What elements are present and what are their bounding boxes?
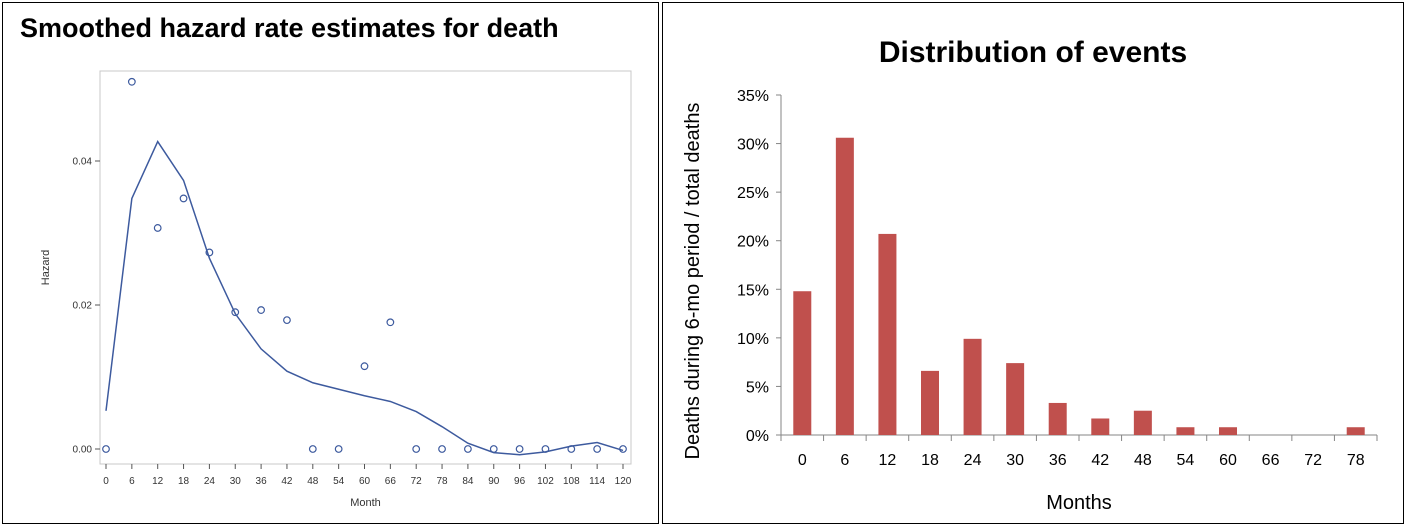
- x-tick-label: 54: [333, 476, 345, 487]
- bar: [963, 338, 982, 435]
- y-tick-label: 25%: [737, 185, 769, 202]
- x-tick-label: 84: [462, 476, 474, 487]
- y-tick-label: 15%: [737, 282, 769, 299]
- x-tick-label: 0: [103, 476, 109, 487]
- hazard-point: [541, 445, 550, 453]
- hazard-point: [231, 308, 240, 317]
- y-tick-label: 0.02: [73, 301, 93, 312]
- hazard-point: [334, 445, 343, 453]
- x-tick-label: 54: [1177, 452, 1195, 469]
- bar: [1006, 363, 1025, 435]
- y-tick-label: 10%: [737, 331, 769, 348]
- x-tick-label: 78: [436, 476, 448, 487]
- hazard-chart-svg: 0.00 0.02 0.04 0 6 12 18 24 30 36 42 48 54 60 66 72 78 84…: [40, 70, 632, 509]
- x-tick-label: 48: [307, 476, 319, 487]
- x-tick-label: 36: [1049, 452, 1067, 469]
- hazard-point: [567, 445, 576, 453]
- x-tick-label: 66: [1262, 452, 1280, 469]
- x-tick-label: 24: [204, 476, 216, 487]
- bar: [1048, 402, 1067, 435]
- hazard-chart-panel: Smoothed hazard rate estimates for death…: [2, 2, 659, 524]
- events-chart-panel: Distribution of events 0% 5% 10% 15% 20% 25% 3…: [662, 2, 1404, 524]
- x-tick-label: 18: [921, 452, 939, 469]
- bar: [1346, 427, 1365, 435]
- hazard-point: [386, 318, 395, 327]
- x-tick-label: 66: [385, 476, 397, 487]
- x-tick-label: 6: [840, 452, 849, 469]
- bar: [1219, 427, 1237, 435]
- hazard-point: [205, 248, 214, 257]
- bar: [878, 233, 897, 435]
- bar: [835, 137, 854, 435]
- y-tick-label: 0%: [746, 428, 769, 445]
- hazard-point: [464, 445, 472, 453]
- hazard-point: [283, 316, 291, 325]
- hazard-point: [438, 445, 446, 453]
- smoothed-hazard-line: [105, 140, 624, 456]
- hazard-point: [360, 362, 369, 371]
- hazard-point: [102, 445, 110, 453]
- y-axis-label: Deaths during 6-mo period / total deaths: [682, 103, 704, 460]
- x-tick-label: 114: [589, 476, 605, 487]
- x-tick-label: 6: [129, 476, 135, 487]
- x-tick-label: 48: [1134, 452, 1152, 469]
- x-tick-label: 72: [1304, 452, 1322, 469]
- x-tick-label: 102: [537, 476, 554, 487]
- x-tick-label: 120: [615, 476, 632, 487]
- hazard-point: [257, 306, 266, 314]
- x-tick-label: 24: [964, 452, 982, 469]
- bar: [921, 370, 939, 435]
- x-tick-label: 0: [798, 452, 807, 469]
- bar: [1133, 410, 1152, 435]
- x-axis-label: Months: [1046, 492, 1112, 514]
- x-tick-label: 72: [411, 476, 423, 487]
- x-tick-label: 60: [359, 476, 371, 487]
- hazard-point: [127, 77, 136, 86]
- x-tick-label: 12: [152, 476, 164, 487]
- hazard-point: [153, 224, 162, 232]
- y-tick-label: 35%: [737, 88, 769, 105]
- events-chart-title: Distribution of events: [878, 36, 1188, 69]
- hazard-point: [412, 445, 421, 453]
- x-tick-label: 36: [256, 476, 268, 487]
- x-axis-label: Month: [350, 497, 381, 509]
- bar: [793, 291, 812, 435]
- y-tick-label: 20%: [737, 234, 769, 251]
- x-tick-label: 30: [1006, 452, 1024, 469]
- hazard-point: [515, 445, 524, 453]
- hazard-chart-title: Smoothed hazard rate estimates for death: [20, 13, 559, 43]
- x-tick-label: 12: [879, 452, 897, 469]
- x-tick-label: 78: [1347, 452, 1365, 469]
- x-tick-label: 42: [281, 476, 293, 487]
- x-tick-label: 60: [1219, 452, 1237, 469]
- y-axis-label: Hazard: [40, 250, 52, 285]
- y-tick-label: 0.00: [73, 445, 93, 456]
- y-tick-label: 5%: [746, 379, 769, 396]
- bar: [1091, 418, 1110, 435]
- events-chart-svg: 0% 5% 10% 15% 20% 25% 30% 35% 0 6 12 18 24 30 36 42 48 54…: [682, 88, 1378, 514]
- hazard-point: [179, 194, 188, 203]
- hazard-point: [489, 445, 498, 453]
- x-tick-label: 42: [1091, 452, 1109, 469]
- hazard-point: [308, 445, 317, 453]
- hazard-point: [593, 445, 602, 453]
- y-tick-label: 30%: [737, 137, 769, 154]
- plot-frame: [99, 70, 632, 465]
- x-tick-label: 90: [488, 476, 500, 487]
- x-tick-label: 108: [563, 476, 580, 487]
- x-tick-label: 18: [178, 476, 190, 487]
- x-tick-label: 96: [514, 476, 526, 487]
- y-tick-label: 0.04: [73, 157, 93, 168]
- hazard-point: [619, 445, 627, 453]
- bar: [1176, 427, 1195, 435]
- x-tick-label: 30: [230, 476, 242, 487]
